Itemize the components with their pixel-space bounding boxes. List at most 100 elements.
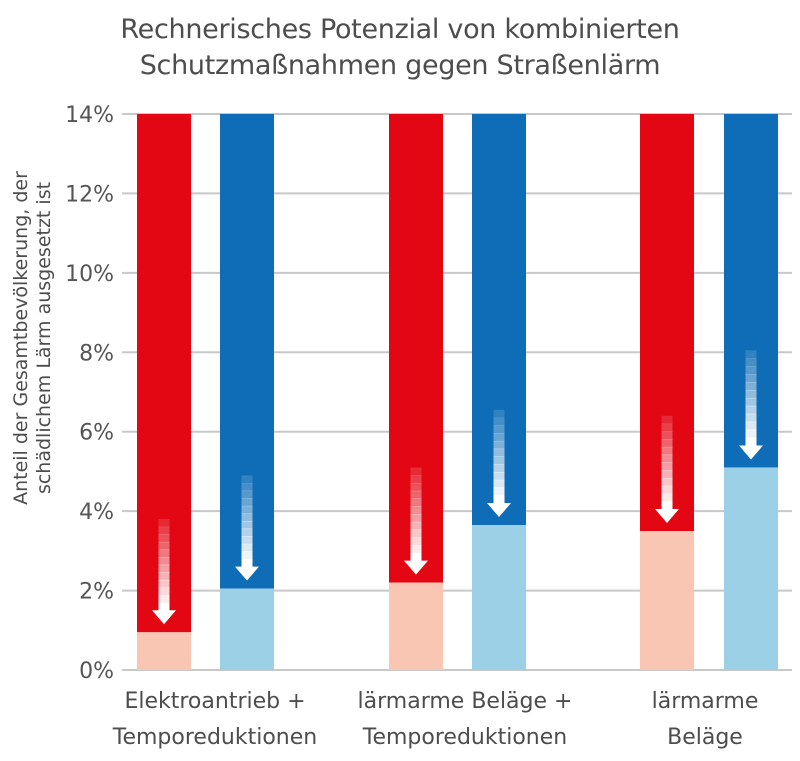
arrow-shaft-segment <box>745 413 757 423</box>
arrow-shaft-segment <box>493 464 505 473</box>
category-label-3: lärmarme Beläge <box>651 689 759 750</box>
bar-red-upper <box>389 114 443 583</box>
y-tick-label: 10% <box>65 262 114 287</box>
arrow-shaft-segment <box>745 358 757 367</box>
y-tick-label: 12% <box>65 182 114 207</box>
arrow-shaft-segment <box>661 423 673 432</box>
arrow-shaft-segment <box>493 471 505 481</box>
category-label-1: Elektroantrieb + Temporeduktionen <box>112 689 318 750</box>
arrow-shaft-segment <box>745 397 757 407</box>
y-tick-label: 4% <box>79 500 114 525</box>
category-label-2: lärmarme Beläge + Temporeduktionen <box>357 689 573 750</box>
arrow-shaft-segment <box>241 482 253 492</box>
arrow-shaft-segment <box>745 350 757 359</box>
arrow-shaft-segment <box>241 536 253 545</box>
bar-blue-upper <box>220 114 274 589</box>
arrow-shaft-segment <box>241 498 253 507</box>
arrow-shaft-segment <box>661 501 673 510</box>
down-arrow-icon <box>235 566 259 581</box>
arrow-shaft-segment <box>241 475 253 484</box>
arrow-shaft-segment <box>158 557 170 566</box>
arrow-shaft-segment <box>241 490 253 499</box>
arrow-shaft-segment <box>410 482 422 492</box>
arrow-shaft-segment <box>410 514 422 523</box>
arrow-shaft-segment <box>410 545 422 554</box>
arrow-shaft-segment <box>493 456 505 465</box>
arrow-shaft-segment <box>745 437 757 446</box>
y-tick-label: 0% <box>79 659 114 684</box>
arrow-shaft-segment <box>745 389 757 399</box>
bar-blue-remaining <box>472 525 526 670</box>
arrow-shaft-segment <box>493 425 505 434</box>
arrow-shaft-segment <box>158 579 170 588</box>
arrow-shaft-segment <box>661 439 673 448</box>
bar-blue-remaining <box>220 588 274 670</box>
arrow-shaft-segment <box>158 587 170 596</box>
arrow-shaft-segment <box>158 541 170 550</box>
arrow-shaft-segment <box>661 493 673 502</box>
arrow-shaft-segment <box>410 529 422 538</box>
arrow-shaft-segment <box>745 421 757 431</box>
arrow-shaft-segment <box>410 498 422 507</box>
arrow-shaft-segment <box>493 417 505 426</box>
arrow-shaft-segment <box>241 558 253 568</box>
arrow-shaft-segment <box>493 487 505 496</box>
arrow-shaft-segment <box>241 528 253 537</box>
arrow-shaft-segment <box>661 470 673 479</box>
arrow-shaft-segment <box>745 374 757 383</box>
y-tick-label: 8% <box>79 341 114 366</box>
bar-red-remaining <box>389 582 443 670</box>
arrow-shaft-segment <box>493 440 505 450</box>
arrow-shaft-segment <box>241 520 253 530</box>
down-arrow-icon <box>739 445 763 460</box>
bar-red-remaining <box>640 531 694 670</box>
arrow-shaft-segment <box>158 526 170 535</box>
down-arrow-icon <box>152 610 176 625</box>
arrow-shaft-segment <box>661 415 673 425</box>
arrow-shaft-segment <box>493 409 505 419</box>
arrow-shaft-segment <box>410 475 422 484</box>
arrow-shaft-segment <box>410 521 422 531</box>
arrow-shaft-segment <box>745 405 757 415</box>
y-tick-label: 6% <box>79 421 114 446</box>
arrow-shaft-segment <box>493 448 505 457</box>
arrow-shaft-segment <box>158 564 170 573</box>
arrow-shaft-segment <box>745 429 757 439</box>
chart-title: Rechnerisches Potenzial von kombinierten… <box>0 12 800 84</box>
arrow-shaft-segment <box>493 495 505 504</box>
chart-title-line-1: Rechnerisches Potenzial von kombinierten <box>120 14 680 45</box>
arrow-shaft-segment <box>745 382 757 391</box>
arrow-shaft-segment <box>241 543 253 552</box>
y-tick-label: 14% <box>65 103 114 128</box>
arrow-shaft-segment <box>661 462 673 471</box>
bar-red-upper <box>137 114 191 633</box>
chart-title-line-2: Schutzmaßnahmen gegen Straßenlärm <box>139 50 661 81</box>
arrow-shaft-segment <box>410 506 422 515</box>
down-arrow-icon <box>404 560 428 575</box>
arrow-shaft-segment <box>745 366 757 375</box>
arrow-shaft-segment <box>661 431 673 440</box>
arrow-shaft-segment <box>410 490 422 500</box>
arrow-shaft-segment <box>661 454 673 463</box>
arrow-shaft-segment <box>158 549 170 558</box>
arrow-shaft-segment <box>158 602 170 611</box>
arrow-shaft-segment <box>158 572 170 581</box>
arrow-shaft-segment <box>493 433 505 442</box>
bar-red-remaining <box>137 632 191 670</box>
down-arrow-icon <box>487 503 511 518</box>
arrow-shaft-segment <box>158 595 170 604</box>
bar-blue-remaining <box>724 467 778 670</box>
arrow-shaft-segment <box>158 519 170 528</box>
arrow-shaft-segment <box>493 479 505 489</box>
down-arrow-icon <box>655 509 679 523</box>
arrow-shaft-segment <box>661 446 673 456</box>
arrow-shaft-segment <box>241 551 253 560</box>
arrow-shaft-segment <box>158 534 170 543</box>
arrow-shaft-segment <box>661 485 673 494</box>
arrow-shaft-segment <box>241 513 253 522</box>
arrow-shaft-segment <box>241 505 253 514</box>
arrow-shaft-segment <box>410 552 422 562</box>
y-tick-label: 2% <box>79 580 114 605</box>
arrow-shaft-segment <box>410 467 422 476</box>
